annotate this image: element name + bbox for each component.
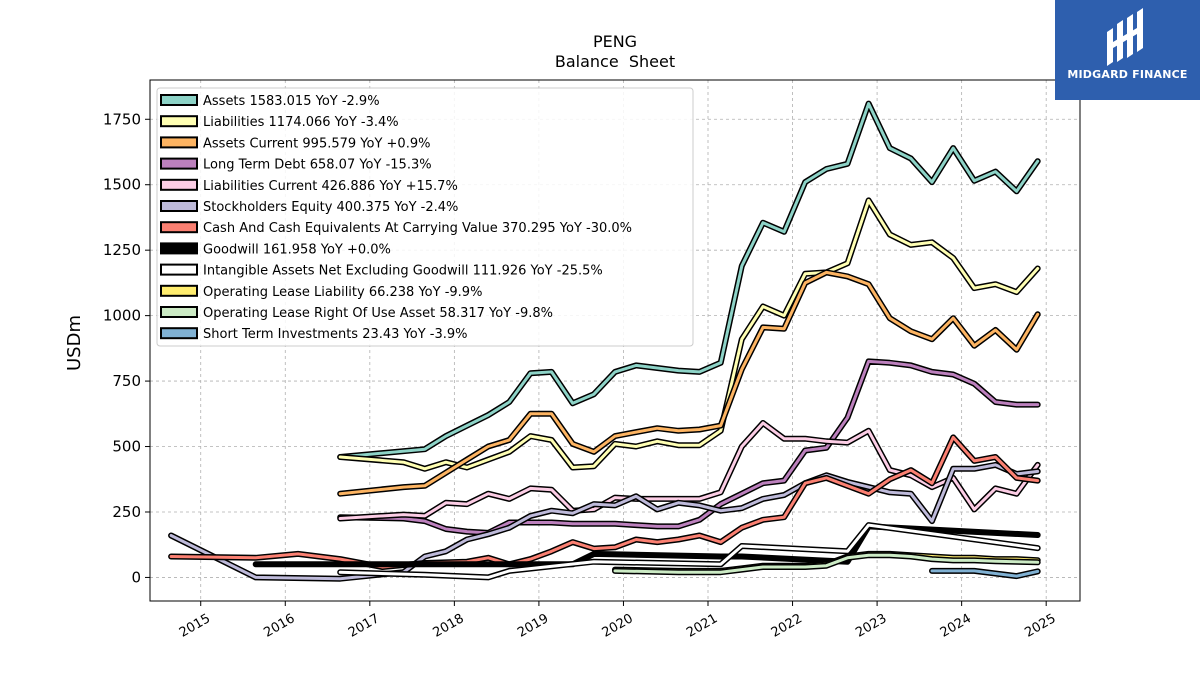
series-line [337, 197, 1041, 472]
x-tick-label: 2024 [938, 611, 974, 641]
series-line-stroke [338, 270, 1040, 496]
legend-label: Operating Lease Liability 66.238 YoY -9.… [203, 285, 482, 300]
legend-swatch [160, 157, 198, 170]
x-tick-label: 2020 [600, 611, 636, 641]
legend-label: Liabilities Current 426.886 YoY +15.7% [203, 179, 458, 194]
legend-swatch [160, 94, 198, 106]
legend-swatch [160, 306, 198, 318]
y-axis-label: USDm [64, 315, 85, 371]
y-tick-label: 0 [131, 568, 141, 586]
legend-swatch [160, 284, 198, 297]
series-line-stroke [169, 463, 1040, 581]
chart-subtitle: Balance Sheet [555, 52, 675, 71]
brand-name: MIDGARD FINANCE [1067, 68, 1188, 81]
legend-swatch [160, 115, 198, 128]
series-line [929, 567, 1041, 580]
legend-swatch [160, 242, 198, 255]
series-line-stroke [930, 569, 1040, 578]
x-axis: 2015 2016 2017 2018 2019 2020 2021 2022 2023 2024… [177, 601, 1059, 641]
legend-label: Cash And Cash Equivalents At Carrying Va… [203, 221, 632, 236]
x-tick-label: 2022 [769, 611, 805, 641]
series-line-stroke [613, 553, 1040, 574]
series-line [168, 461, 1041, 582]
y-tick-label: 1500 [103, 176, 141, 194]
series-line-stroke [338, 198, 1040, 471]
legend-swatch [160, 221, 198, 234]
y-tick-label: 1000 [103, 307, 141, 325]
series-line-stroke [338, 102, 1040, 459]
legend-label: Operating Lease Right Of Use Asset 58.31… [203, 306, 553, 321]
plot-frame [149, 79, 1081, 602]
legend-swatch [160, 200, 198, 212]
y-tick-label: 1750 [103, 110, 141, 128]
plot-series [168, 100, 1041, 582]
legend-label: Assets Current 995.579 YoY +0.9% [203, 136, 430, 151]
y-tick-label: 750 [112, 372, 141, 390]
y-tick-label: 1250 [103, 241, 141, 259]
legend-swatch [160, 327, 198, 340]
x-tick-label: 2023 [853, 611, 889, 641]
x-tick-label: 2019 [515, 611, 551, 641]
series-line [337, 100, 1041, 460]
x-tick-label: 2016 [261, 611, 297, 641]
series-line-stroke [338, 421, 1040, 520]
legend-swatch [160, 178, 198, 191]
legend-label: Short Term Investments 23.43 YoY -3.9% [203, 327, 468, 342]
y-tick-label: 250 [112, 503, 141, 521]
legend-swatch [160, 136, 198, 149]
legend-label: Liabilities 1174.066 YoY -3.4% [203, 115, 399, 130]
legend: Assets 1583.015 YoY -2.9% Liabilities 117… [156, 87, 694, 347]
series-line [612, 552, 1041, 576]
series-line [337, 269, 1041, 497]
series-line-stroke [338, 523, 1040, 579]
midgard-finance-logo: MIDGARD FINANCE [1055, 0, 1200, 100]
x-tick-label: 2018 [431, 611, 467, 641]
legend-label: Goodwill 161.958 YoY +0.0% [203, 242, 391, 257]
legend-label: Stockholders Equity 400.375 YoY -2.4% [203, 200, 458, 215]
x-tick-label: 2021 [684, 611, 720, 641]
chart-title: PENG [593, 32, 637, 51]
legend-swatch [160, 263, 198, 276]
series-line [337, 420, 1041, 522]
x-tick-label: 2015 [177, 611, 213, 641]
legend-label: Intangible Assets Net Excluding Goodwill… [203, 264, 603, 279]
x-tick-label: 2025 [1022, 611, 1058, 641]
x-tick-label: 2017 [346, 611, 382, 641]
legend-label: Assets 1583.015 YoY -2.9% [203, 94, 380, 109]
legend-label: Long Term Debt 658.07 YoY -15.3% [203, 158, 432, 173]
y-axis: 0 250 500 750 1000 1250 1500 1750 [103, 110, 150, 586]
legend-box [156, 87, 694, 347]
midgard-logo-icon [1107, 8, 1143, 66]
series-line [337, 522, 1041, 581]
y-tick-label: 500 [112, 438, 141, 456]
